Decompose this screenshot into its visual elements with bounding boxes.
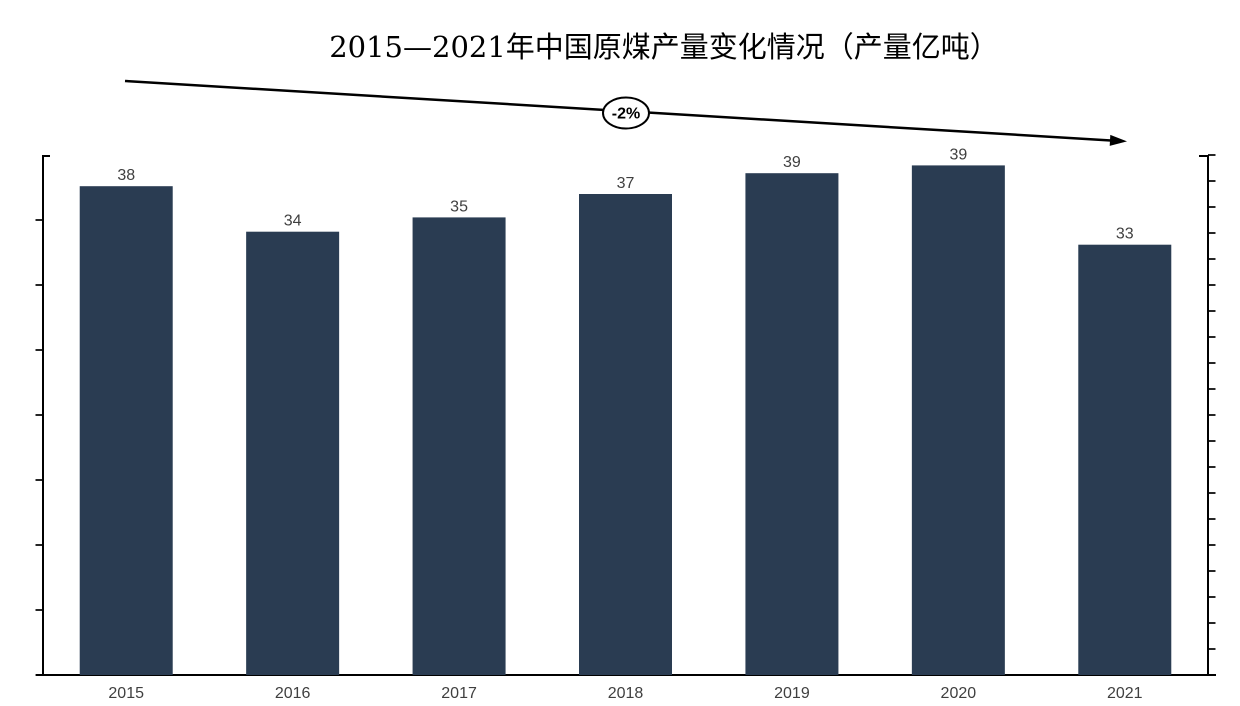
- bar-2020: [911, 165, 1005, 675]
- bar-2018: [579, 194, 672, 675]
- right-axis-ticks: [1208, 154, 1216, 676]
- bar-series: [79, 165, 1172, 675]
- x-axis-label-2019: 2019: [774, 685, 810, 702]
- bar-value-label-2020: 39: [949, 146, 967, 163]
- trend-annotation-ellipse: [602, 96, 650, 130]
- x-axis-label-2021: 2021: [1107, 685, 1143, 702]
- bar-2017: [412, 217, 506, 675]
- chart-title: 2015—2021年中国原煤产量变化情况（产量亿吨）: [329, 30, 999, 64]
- x-axis-label-2015: 2015: [108, 685, 144, 702]
- bar-2016: [246, 231, 340, 675]
- bar-value-label-2015: 38: [117, 167, 135, 184]
- trend-arrow: -2%: [124, 79, 1127, 146]
- bar-value-label-2021: 33: [1116, 226, 1134, 243]
- trend-arrowhead-icon: [1109, 134, 1127, 146]
- bar-value-label-2018: 37: [617, 175, 635, 192]
- x-axis-label-2020: 2020: [941, 685, 977, 702]
- bar-value-labels: 38 34 35 37 39 39 33: [117, 146, 1133, 242]
- trend-annotation-label: -2%: [612, 106, 640, 123]
- bar-value-label-2019: 39: [783, 154, 801, 171]
- x-axis-label-2016: 2016: [275, 685, 311, 702]
- bar-2021: [1078, 244, 1172, 675]
- x-axis-label-2017: 2017: [441, 685, 477, 702]
- bar-value-label-2017: 35: [450, 198, 468, 215]
- bar-2015: [79, 186, 173, 675]
- x-axis-label-2018: 2018: [608, 685, 644, 702]
- x-axis-labels: 2015 2016 2017 2018 2019 2020 2021: [108, 685, 1142, 702]
- bar-2019: [745, 173, 839, 675]
- left-axis-ticks: [35, 219, 43, 676]
- bar-value-label-2016: 34: [284, 213, 302, 230]
